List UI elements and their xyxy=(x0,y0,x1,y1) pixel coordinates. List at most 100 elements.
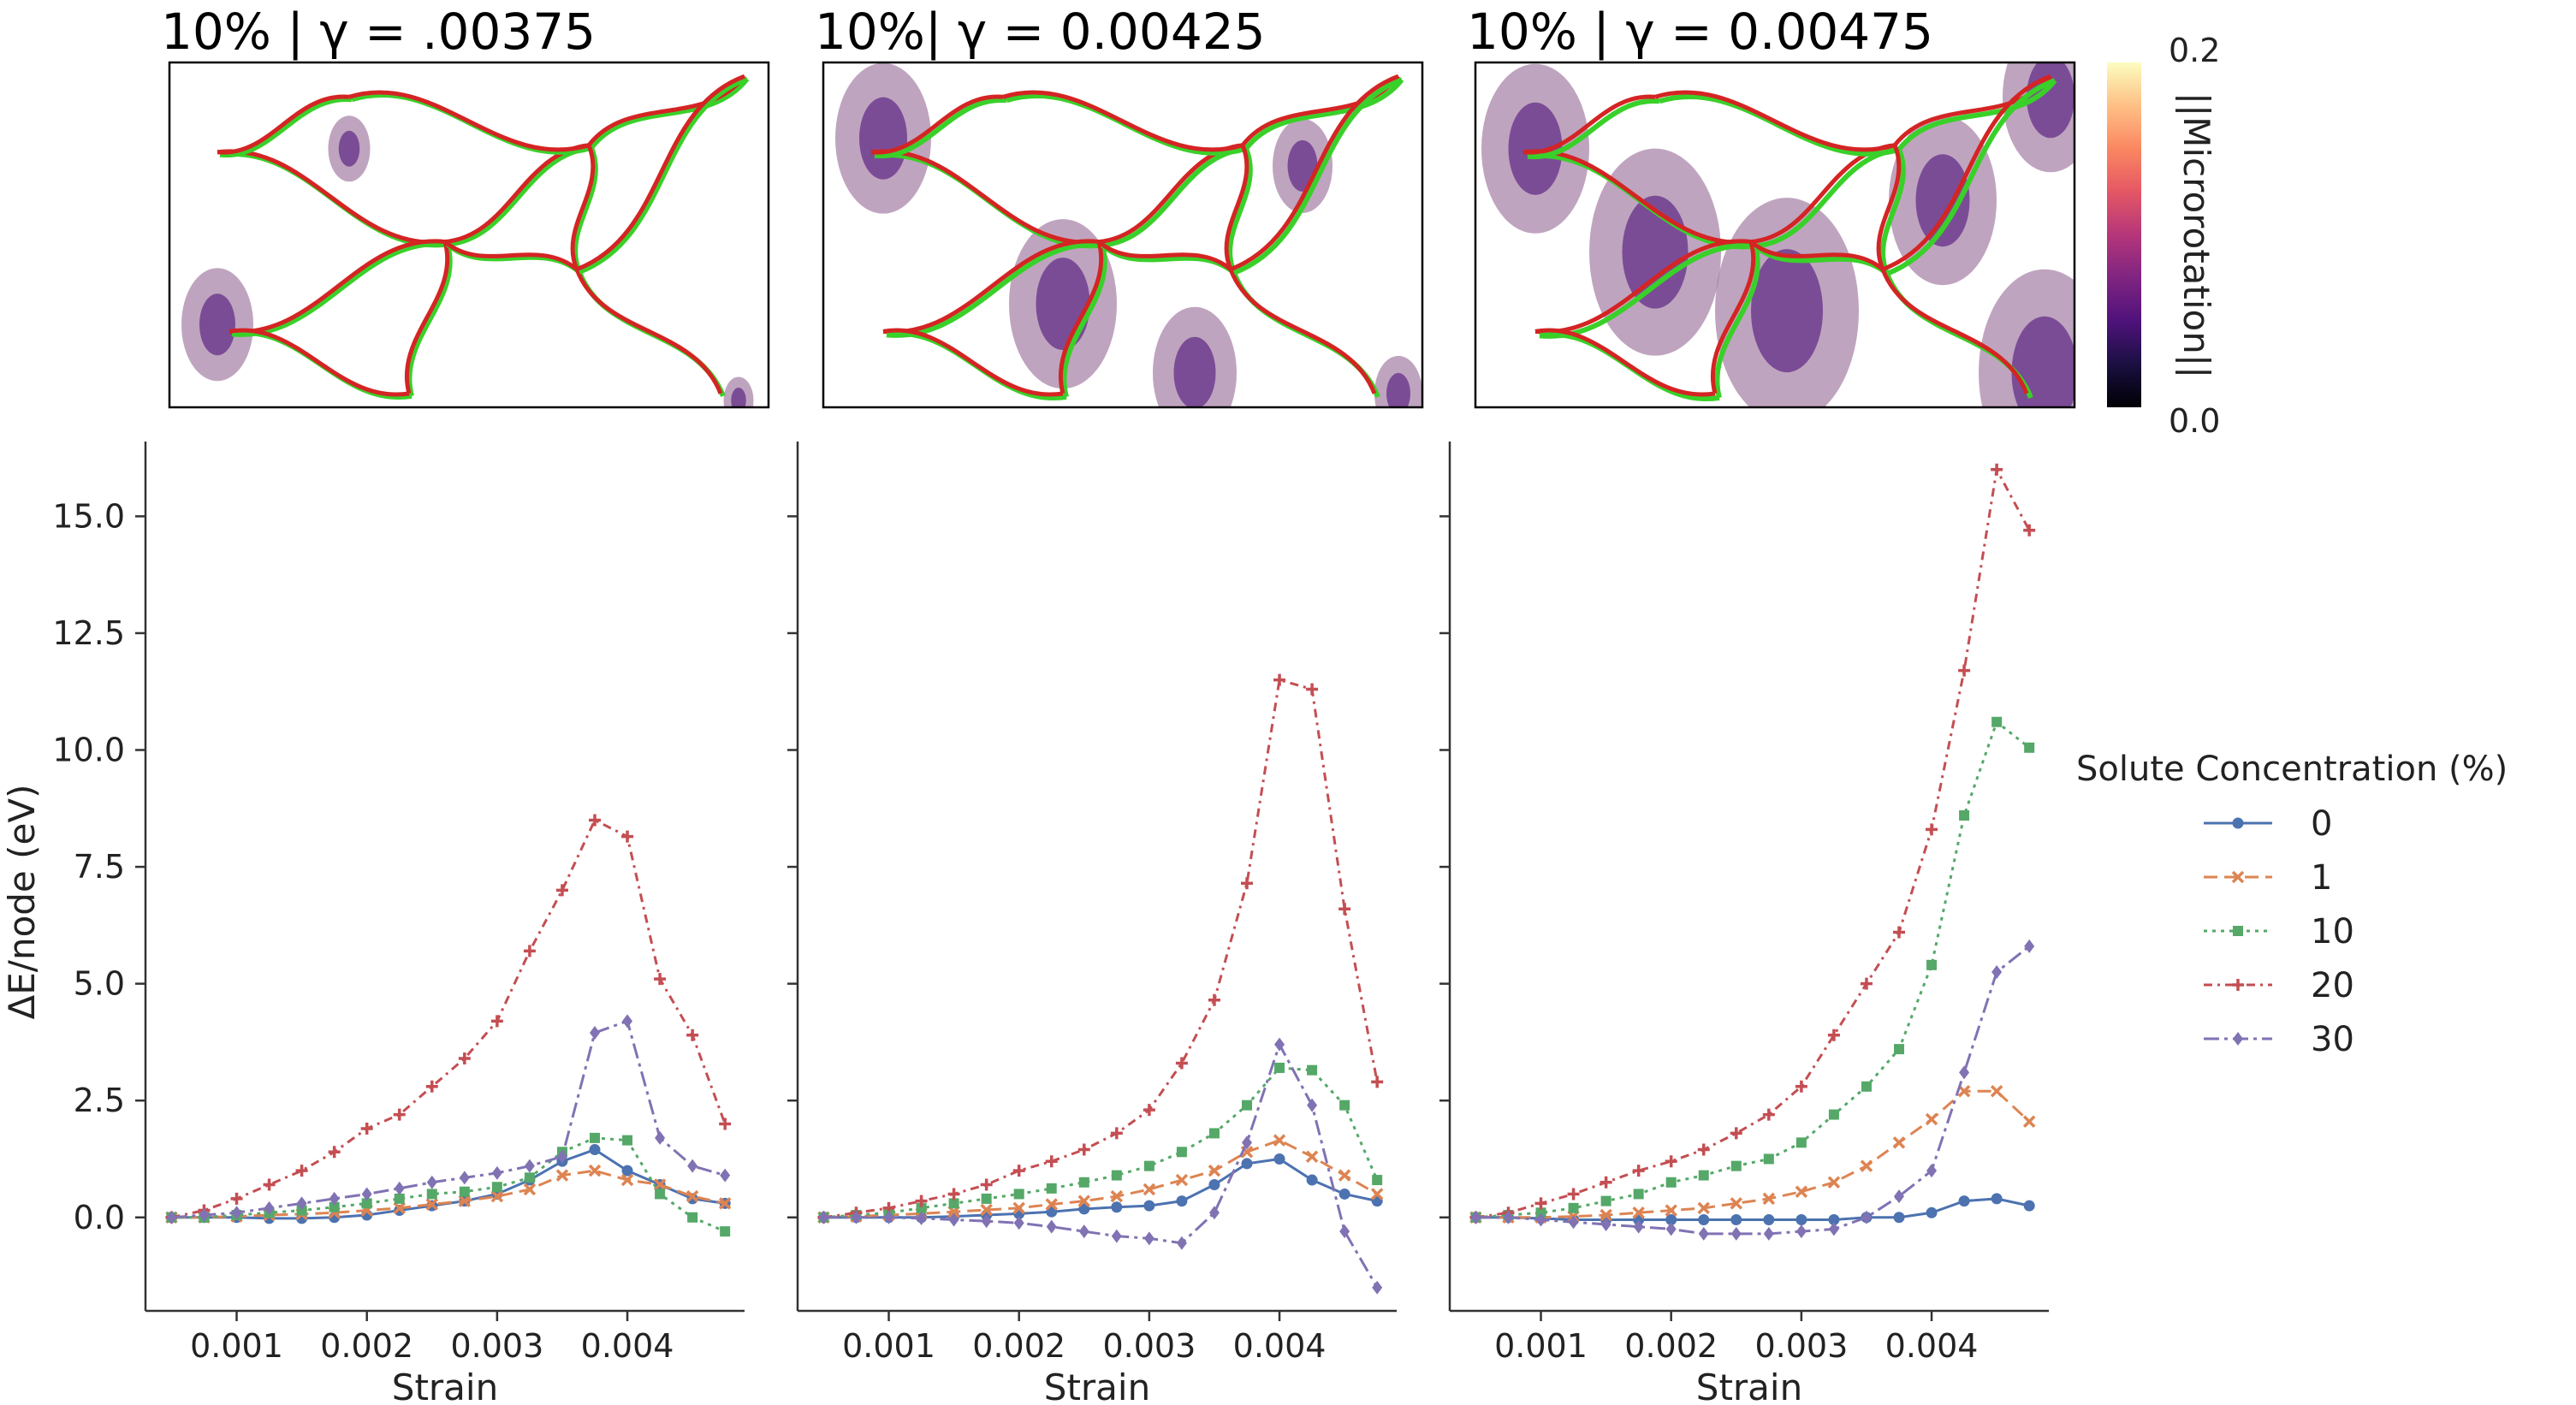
series-line-0 xyxy=(823,1157,1378,1219)
grain-boundary-deformed xyxy=(1534,328,1716,397)
map-title: 10% | γ = .00375 xyxy=(161,3,596,61)
data-point xyxy=(491,1182,502,1193)
x-tick-label: 0.002 xyxy=(320,1327,413,1365)
data-point xyxy=(1959,809,1970,821)
data-point xyxy=(1143,1160,1154,1171)
x-tick-label: 0.001 xyxy=(190,1327,283,1365)
data-point xyxy=(1339,1100,1350,1111)
colorbar: 0.2 0.0 ||Microrotation|| xyxy=(2107,32,2220,440)
grain-boundary-deformed xyxy=(1097,240,1232,271)
data-point xyxy=(1143,1183,1156,1196)
y-tick-label: 7.5 xyxy=(74,848,125,886)
data-point xyxy=(425,1198,439,1211)
data-point xyxy=(1013,1216,1024,1230)
series-1 xyxy=(1469,1085,2036,1224)
legend-label: 10 xyxy=(2311,912,2354,951)
data-point xyxy=(1665,1222,1677,1236)
grain-boundary-initial xyxy=(1243,78,1404,151)
x-tick-label: 0.004 xyxy=(581,1327,674,1365)
grain-boundary-deformed xyxy=(587,74,746,147)
legend-label: 20 xyxy=(2311,966,2354,1005)
data-point xyxy=(1763,1213,1775,1225)
x-tick-label: 0.003 xyxy=(1754,1327,1848,1365)
microrotation-map xyxy=(1474,61,2076,409)
x-tick-label: 0.004 xyxy=(1885,1327,1979,1365)
data-point xyxy=(1893,926,1905,939)
data-point xyxy=(1338,903,1351,916)
data-point xyxy=(2024,742,2035,753)
grain-boundary-initial xyxy=(1714,245,1760,399)
data-point xyxy=(394,1181,405,1195)
grain-boundary-initial xyxy=(1880,148,1906,275)
grain-boundary-initial xyxy=(573,146,598,273)
data-point xyxy=(1763,1226,1774,1241)
grain-boundary-deformed xyxy=(229,328,410,397)
grain-boundary-deformed xyxy=(870,94,1004,155)
data-point xyxy=(523,1183,537,1196)
grain-boundary-deformed xyxy=(404,240,450,394)
data-point xyxy=(980,1203,993,1217)
data-point xyxy=(653,1178,667,1191)
series-line-20 xyxy=(171,818,727,1219)
microrotation-core xyxy=(1386,372,1410,407)
data-point xyxy=(1012,1201,1025,1215)
x-tick-label: 0.001 xyxy=(842,1327,935,1365)
data-point xyxy=(1208,1179,1220,1191)
data-point xyxy=(654,973,667,986)
grain-boundary-initial xyxy=(874,98,1007,159)
data-point xyxy=(1143,1104,1155,1117)
data-point xyxy=(393,1108,406,1121)
series-10 xyxy=(166,1132,731,1237)
data-point xyxy=(1470,1210,1481,1224)
grain-boundary-deformed xyxy=(1058,240,1104,394)
data-point xyxy=(589,814,601,827)
data-point xyxy=(1763,1153,1774,1165)
data-point xyxy=(425,1080,438,1093)
grain-boundary-deformed xyxy=(1882,74,2051,272)
data-point xyxy=(883,1210,894,1224)
grain-boundary-initial xyxy=(219,97,353,158)
data-point xyxy=(1372,1175,1383,1186)
grain-boundary-deformed xyxy=(1710,240,1756,394)
map-content xyxy=(169,62,769,407)
data-point xyxy=(1828,1222,1839,1236)
data-point xyxy=(980,1178,993,1191)
x-tick-label: 0.004 xyxy=(1233,1327,1327,1365)
data-point xyxy=(1046,1183,1057,1194)
data-point xyxy=(590,1025,600,1040)
series-line-1 xyxy=(1475,1089,2031,1219)
data-point xyxy=(1828,1213,1840,1225)
series-line-1 xyxy=(823,1138,1378,1219)
data-point xyxy=(361,1187,372,1201)
data-point xyxy=(296,1205,307,1216)
data-point xyxy=(718,1197,732,1210)
grain-boundary-initial xyxy=(1232,77,1404,276)
data-point xyxy=(1012,1165,1025,1177)
data-point xyxy=(230,1192,243,1205)
data-point xyxy=(1305,1150,1319,1163)
data-point xyxy=(1045,1198,1058,1211)
line-chart: 0.001 0.002 0.003 0.004 0.0 2.5 5.0 7.5 10.0 12.5… xyxy=(1,442,745,1405)
map-title: 10% | γ = 0.00475 xyxy=(1467,3,1933,61)
data-point xyxy=(1795,1137,1807,1148)
data-point xyxy=(1370,1188,1384,1200)
data-point xyxy=(981,1214,992,1229)
grain-boundary-deformed xyxy=(1876,144,1902,270)
data-point xyxy=(523,945,536,957)
data-point xyxy=(295,1165,308,1177)
data-point xyxy=(720,1226,731,1237)
legend-entry-1: 1 xyxy=(2204,858,2332,898)
data-point xyxy=(490,1189,504,1203)
data-point xyxy=(622,1135,633,1146)
data-point xyxy=(1861,1210,1872,1224)
data-point xyxy=(948,1212,959,1227)
data-point xyxy=(1860,1159,1873,1172)
grain-boundary-deformed xyxy=(1880,268,2029,394)
map-frame xyxy=(822,61,1424,409)
data-point xyxy=(655,1130,666,1145)
data-point xyxy=(1110,1189,1124,1203)
data-point xyxy=(1077,1143,1090,1156)
x-tick-label: 0.003 xyxy=(1102,1327,1196,1365)
line-chart: 0.001 0.002 0.003 0.004 Strain xyxy=(1439,442,2049,1405)
x-axis-label: Strain xyxy=(1044,1366,1150,1405)
